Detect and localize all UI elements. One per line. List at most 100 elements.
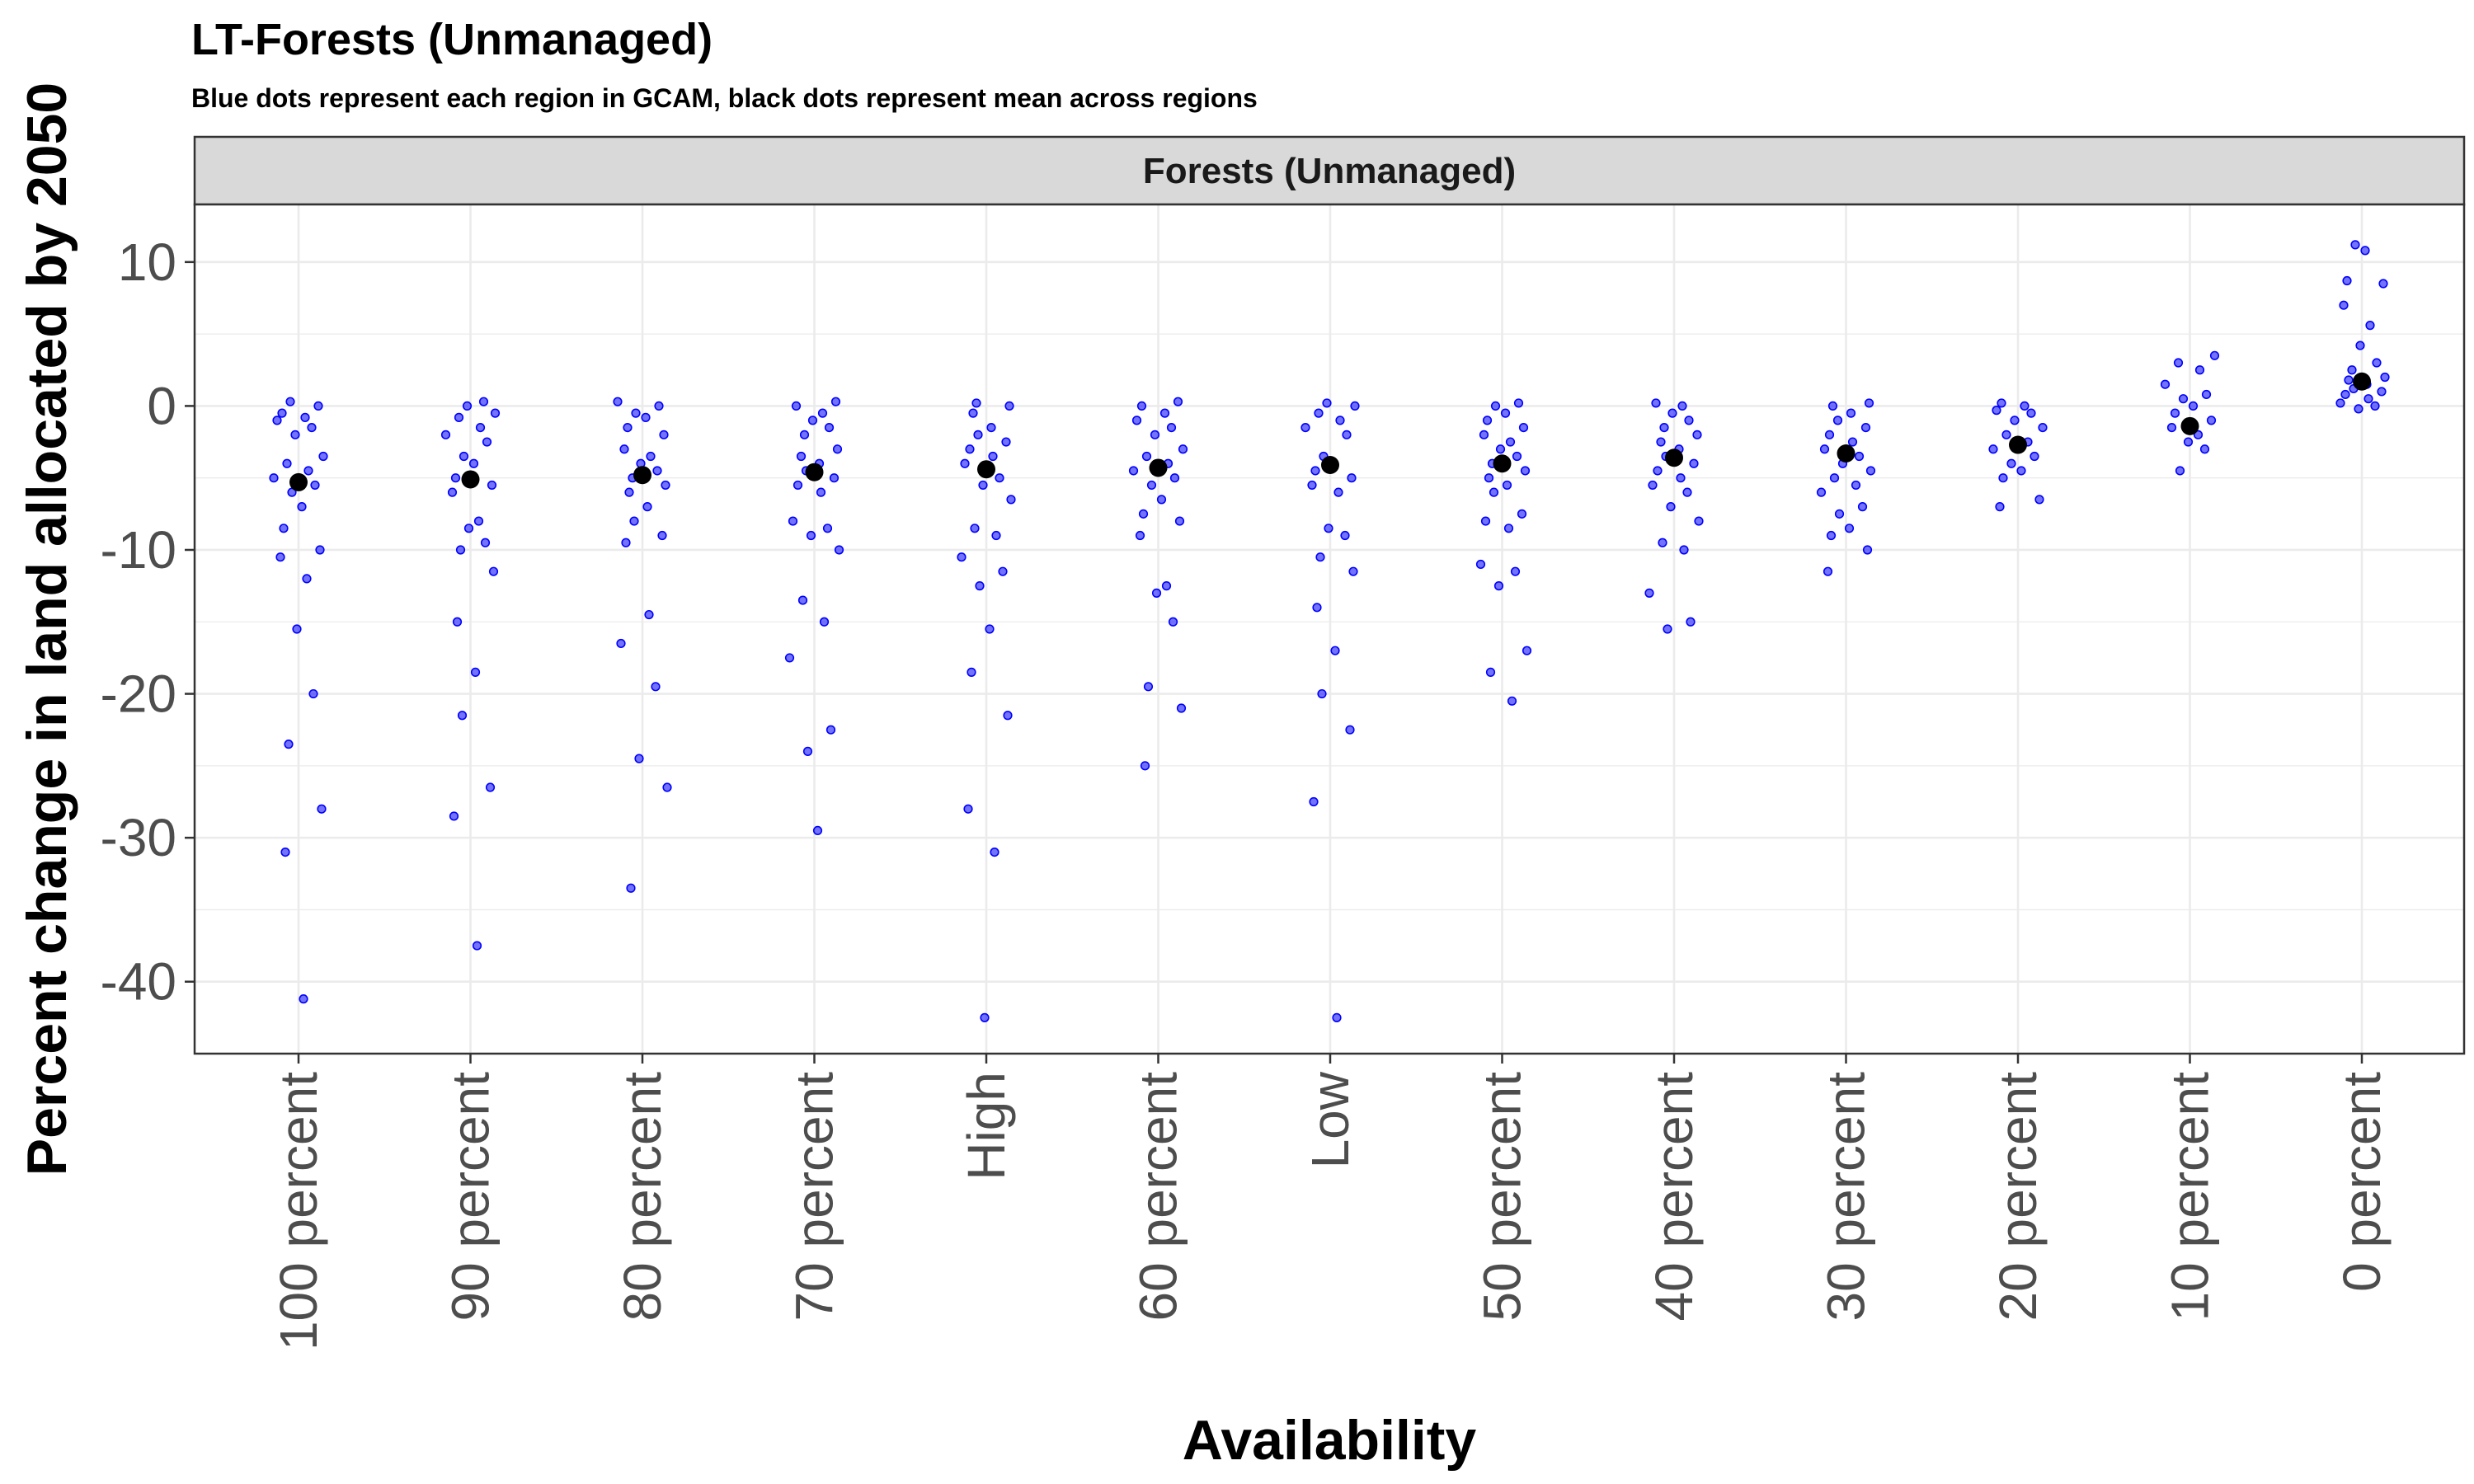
region-point [284,740,294,749]
region-points [269,240,2390,1022]
x-tick-label: 100 percent [269,1072,328,1350]
region-point [1507,696,1517,706]
region-point [1168,617,1178,627]
region-point [1480,516,1491,526]
region-point [621,538,631,547]
region-point [1832,416,1843,425]
region-point [1520,466,1531,476]
x-tick-label: 10 percent [2161,1072,2220,1322]
region-point [1178,444,1188,454]
region-point [799,430,810,439]
region-point [2160,379,2171,389]
region-point [1653,466,1663,476]
region-point [1135,530,1145,541]
region-point [980,1012,990,1022]
region-point [440,430,451,439]
region-point [1659,422,1669,433]
region-point [791,401,802,411]
region-point [616,638,626,649]
x-tick-label: 90 percent [441,1072,501,1322]
region-point [1844,524,1855,533]
region-point [1317,688,1327,699]
region-point [447,487,458,497]
region-point [646,451,656,462]
region-point [824,422,835,433]
region-point [1322,398,1332,408]
region-point [1176,703,1187,713]
region-point [1173,397,1183,406]
mean-point [1493,454,1512,473]
region-point [292,624,302,634]
region-point [2380,372,2390,383]
region-point [1345,725,1355,735]
region-point [1854,451,1865,462]
region-point [2355,340,2365,350]
region-point [819,617,830,627]
chart-title: LT-Forests (Unmanaged) [191,15,713,64]
region-point [317,804,327,814]
region-point [1656,437,1666,447]
region-point [485,782,496,792]
region-point [459,451,469,462]
region-point [661,480,670,491]
region-point [1834,509,1845,519]
region-point [812,825,823,836]
region-point [2347,365,2357,375]
y-tick-label: -30 [101,808,177,867]
region-point [1679,545,1689,555]
region-point [784,653,795,663]
region-point [455,545,466,555]
region-point [462,401,473,411]
region-point [1826,530,1837,541]
region-point [299,994,308,1004]
y-tick-label: 10 [118,232,176,292]
region-point [1513,398,1524,408]
x-tick-label: 40 percent [1644,1072,1704,1322]
region-point [1485,667,1496,677]
region-point [1846,408,1856,418]
region-point [659,430,669,439]
region-point [282,458,292,468]
region-point [1651,398,1661,408]
region-point [269,473,279,483]
region-point [1309,796,1319,807]
region-point [457,711,468,721]
region-point [1143,682,1154,692]
region-point [644,609,654,620]
region-point [1151,588,1162,598]
region-point [1300,422,1310,433]
region-point [1682,487,1692,497]
region-point [830,397,841,406]
region-point [652,466,662,476]
mean-points [289,372,2371,491]
region-point [998,566,1008,576]
region-point [2370,401,2380,411]
region-point [806,530,816,541]
region-point [613,397,623,406]
region-point [1307,480,1317,491]
region-point [1140,761,1150,771]
region-point [986,422,996,433]
region-point [788,516,798,526]
region-point [1315,552,1325,562]
region-point [807,416,818,425]
region-point [1864,398,1874,408]
region-point [825,725,836,735]
region-point [473,516,484,526]
region-point [1663,624,1672,634]
region-point [2377,387,2387,397]
region-point [991,530,1001,541]
mean-point [2180,416,2199,435]
mean-point [1321,455,1339,474]
region-point [2339,300,2349,310]
region-point [1692,430,1702,439]
region-point [285,397,295,406]
region-point [1823,566,1833,576]
region-point [1684,416,1694,425]
region-point [2170,408,2180,418]
y-tick-label: -10 [101,520,177,580]
region-point [1004,401,1014,411]
region-point [1677,401,1687,411]
region-point [475,422,486,433]
